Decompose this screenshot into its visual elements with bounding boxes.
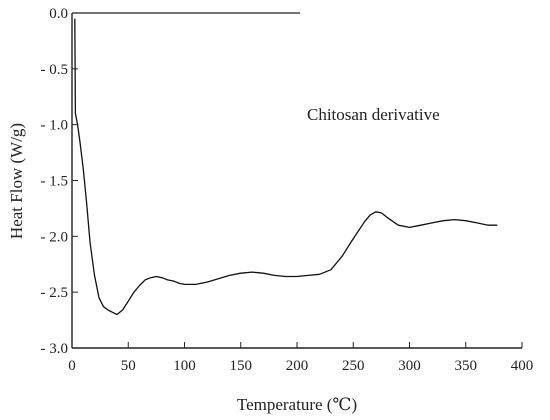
y-ticks: 0.0 - 0.5 - 1.0 - 1.5 - 2.0 - 2.5 - 3.0 (41, 6, 78, 357)
x-tick-label: 350 (455, 358, 478, 374)
x-tick-label: 0 (68, 358, 76, 374)
y-tick-label: - 2.0 (41, 229, 69, 245)
plot-area: 0 50 100 150 200 250 300 350 400 0.0 - 0.5 - 1.0 - … (41, 6, 534, 374)
x-ticks: 0 50 100 150 200 250 300 350 400 (68, 342, 533, 374)
chart-annotation: Chitosan derivative (307, 105, 440, 124)
y-tick-label: - 1.0 (41, 118, 69, 134)
y-tick-label: - 3.0 (41, 341, 69, 357)
x-tick-label: 100 (173, 358, 196, 374)
x-axis-title: Temperature (℃) (237, 395, 357, 414)
heat-flow-series-line (74, 18, 498, 316)
x-tick-label: 300 (398, 358, 421, 374)
x-tick-label: 200 (286, 358, 309, 374)
x-tick-label: 150 (230, 358, 253, 374)
y-tick-label: - 1.5 (41, 174, 69, 190)
y-tick-label: - 2.5 (41, 285, 69, 301)
x-tick-label: 50 (121, 358, 136, 374)
y-tick-label: - 0.5 (41, 62, 69, 78)
y-axis-title: Heat Flow (W/g) (7, 123, 26, 239)
y-tick-label: 0.0 (49, 6, 68, 22)
x-tick-label: 400 (511, 358, 534, 374)
x-tick-label: 250 (342, 358, 365, 374)
